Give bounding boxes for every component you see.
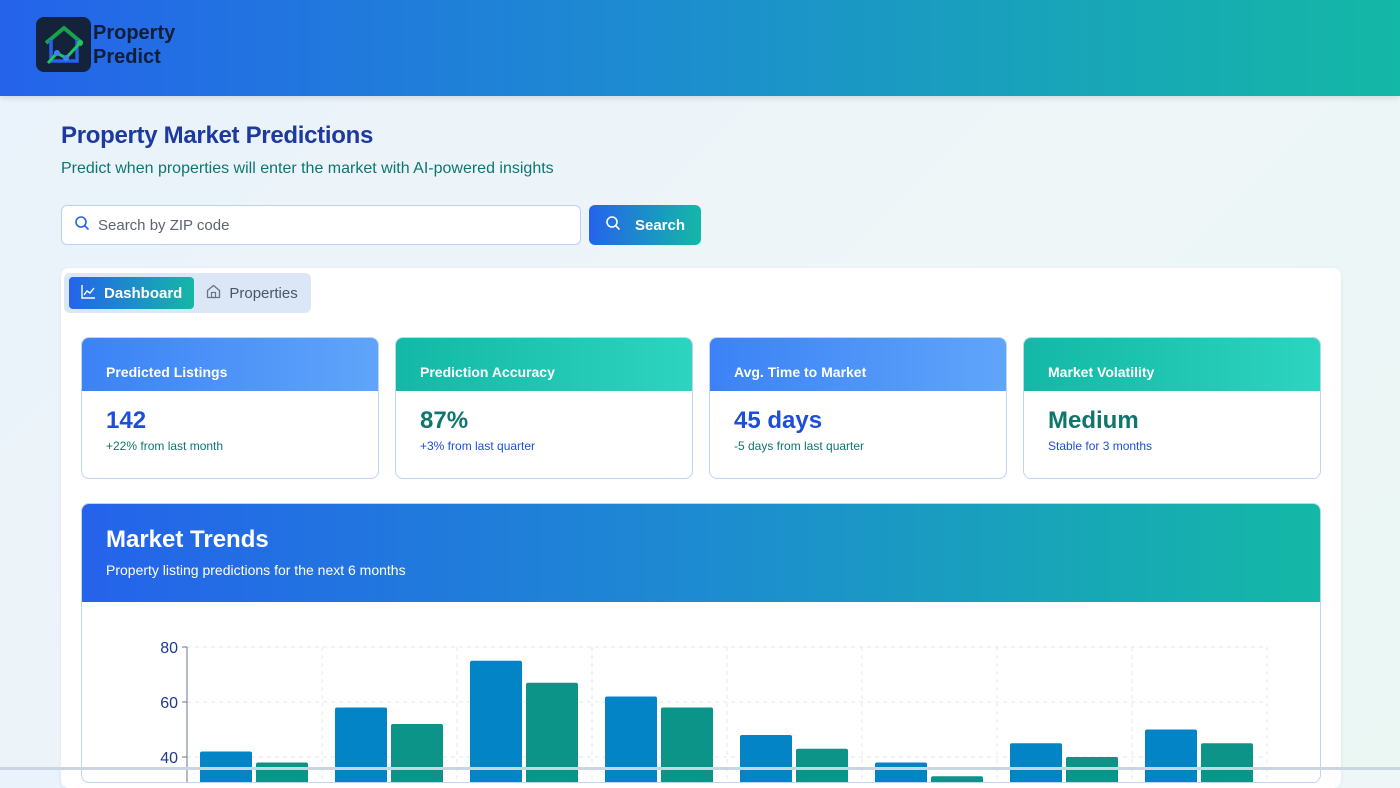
tab-properties[interactable]: Properties: [194, 277, 309, 309]
search-button-icon: [605, 215, 621, 235]
line-chart-icon: [81, 284, 96, 303]
series-1-bar: [1010, 743, 1062, 782]
page-subtitle: Predict when properties will enter the m…: [61, 160, 554, 177]
view-tabs: Dashboard Properties: [64, 273, 311, 313]
card-market-volatility: Market Volatility Medium Stable for 3 mo…: [1023, 337, 1321, 479]
series-2-bar: [391, 724, 443, 782]
card-predicted-listings: Predicted Listings 142 +22% from last mo…: [81, 337, 379, 479]
tab-dashboard-label: Dashboard: [104, 284, 183, 302]
card-note: Stable for 3 months: [1048, 439, 1153, 453]
tab-dashboard[interactable]: Dashboard: [69, 277, 195, 309]
card-value: 87%: [420, 407, 469, 434]
search-button[interactable]: Search: [589, 205, 701, 245]
card-title: Market Volatility: [1024, 338, 1320, 391]
card-avg-time-to-market: Avg. Time to Market 45 days -5 days from…: [709, 337, 1007, 479]
series-1-bar: [875, 762, 927, 782]
y-tick-label: 60: [160, 695, 178, 712]
card-value: Medium: [1048, 407, 1139, 434]
search-field[interactable]: [61, 205, 581, 245]
market-trends-header: Market Trends Property listing predictio…: [82, 504, 1320, 602]
search-icon: [74, 215, 90, 236]
market-trends-chart: 40 60 80: [160, 640, 1268, 782]
card-note: -5 days from last quarter: [734, 439, 865, 453]
logo-text: Property Predict: [93, 21, 175, 69]
window-bottom-edge: [0, 767, 1400, 770]
logo[interactable]: Property Predict: [36, 17, 175, 72]
card-value: 142: [106, 407, 147, 434]
series-1-bar: [335, 707, 387, 782]
market-trends-title: Market Trends: [106, 526, 269, 553]
card-title: Predicted Listings: [82, 338, 378, 391]
market-trends-subtitle: Property listing predictions for the nex…: [106, 562, 406, 578]
series-2-bar: [796, 748, 848, 782]
card-value: 45 days: [734, 407, 823, 434]
series-2-bar: [931, 776, 983, 782]
page-title: Property Market Predictions: [61, 122, 373, 149]
card-note: +3% from last quarter: [420, 439, 536, 453]
y-tick-label: 40: [160, 750, 178, 767]
house-chart-icon: [36, 17, 91, 72]
card-prediction-accuracy: Prediction Accuracy 87% +3% from last qu…: [395, 337, 693, 479]
market-trends-card: Market Trends Property listing predictio…: [81, 503, 1321, 783]
search-button-label: Search: [634, 216, 686, 234]
series-1-bar: [470, 660, 522, 782]
y-tick-label: 80: [160, 640, 178, 657]
app-header: Property Predict: [0, 0, 1400, 96]
series-2-bar: [661, 707, 713, 782]
search-input[interactable]: [98, 216, 538, 234]
logo-line-1: Property: [93, 21, 176, 44]
card-title: Avg. Time to Market: [710, 338, 1006, 391]
card-note: +22% from last month: [106, 439, 224, 453]
series-2-bar: [526, 682, 578, 782]
home-icon: [206, 284, 221, 303]
series-1-bar: [605, 696, 657, 782]
series-2-bar: [256, 762, 308, 782]
series-1-bar: [740, 735, 792, 782]
series-1-bar: [1145, 729, 1197, 782]
card-title: Prediction Accuracy: [396, 338, 692, 391]
series-2-bar: [1066, 757, 1118, 782]
series-2-bar: [1201, 743, 1253, 782]
logo-line-2: Predict: [93, 45, 161, 68]
tab-properties-label: Properties: [229, 284, 298, 302]
